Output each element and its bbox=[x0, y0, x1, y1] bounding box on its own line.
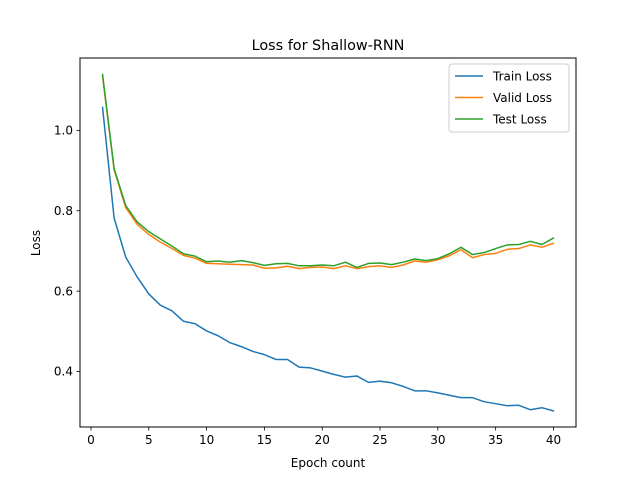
x-tick-label: 40 bbox=[546, 433, 561, 447]
ticks-layer: 0 5 10 15 20 25 30 35 40 0.4 0.6 0.8 1.0 bbox=[54, 124, 561, 447]
legend: Train Loss Valid Loss Test Loss bbox=[448, 63, 570, 133]
x-axis-label: Epoch count bbox=[291, 456, 366, 470]
series-layer bbox=[101, 73, 555, 412]
x-tick-label: 15 bbox=[257, 433, 272, 447]
x-tick-label: 25 bbox=[372, 433, 387, 447]
x-tick-label: 10 bbox=[199, 433, 214, 447]
x-tick-label: 5 bbox=[145, 433, 153, 447]
x-tick-label: 0 bbox=[87, 433, 95, 447]
y-tick-label: 1.0 bbox=[54, 124, 73, 138]
legend-label-2: Test Loss bbox=[492, 112, 547, 126]
series-line-1 bbox=[101, 75, 555, 270]
legend-label-0: Train Loss bbox=[492, 69, 552, 83]
series-line-2 bbox=[101, 73, 555, 269]
y-tick-label: 0.4 bbox=[54, 365, 73, 379]
chart-title: Loss for Shallow-RNN bbox=[252, 38, 405, 54]
y-tick-label: 0.6 bbox=[54, 284, 73, 298]
legend-label-1: Valid Loss bbox=[493, 91, 552, 105]
plot-frame bbox=[79, 57, 577, 428]
y-tick-label: 0.8 bbox=[54, 204, 73, 218]
x-tick-label: 35 bbox=[488, 433, 503, 447]
x-tick-label: 30 bbox=[430, 433, 445, 447]
series-line-0 bbox=[101, 106, 555, 412]
y-axis-label: Loss bbox=[29, 230, 43, 256]
x-tick-label: 20 bbox=[315, 433, 330, 447]
legend-box bbox=[448, 63, 570, 133]
